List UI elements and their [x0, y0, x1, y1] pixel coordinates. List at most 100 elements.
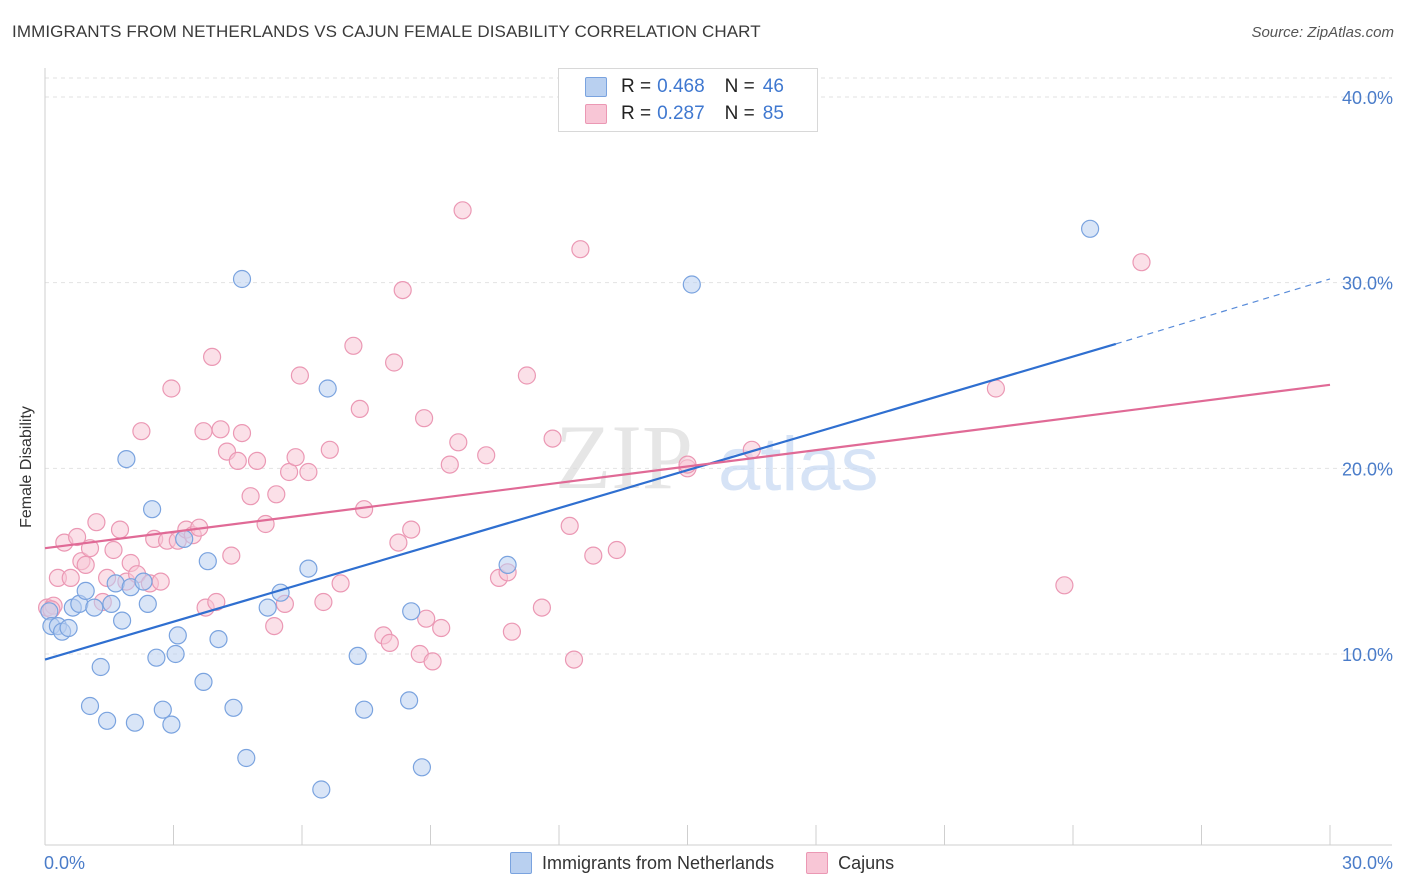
cajun-trend-line	[44, 383, 1331, 550]
netherlands-point	[224, 698, 243, 717]
netherlands-point	[198, 552, 217, 571]
cajun-point	[222, 546, 241, 565]
watermark: ZIP atlas	[555, 406, 879, 508]
legend-swatch-pink	[585, 104, 607, 124]
legend-r-label: R =	[621, 76, 652, 97]
cajun-point	[247, 451, 267, 470]
cajun-point	[267, 485, 286, 504]
series-legend-item-netherlands: Immigrants from Netherlands	[510, 852, 774, 874]
cajun-point	[449, 433, 468, 452]
cajun-point	[1132, 253, 1151, 272]
cajun-point	[232, 424, 252, 443]
cajun-point	[211, 420, 230, 439]
cajun-point	[290, 366, 309, 385]
y-tick-label: 30.0%	[1342, 274, 1393, 294]
axes	[44, 68, 1392, 846]
x-tick-label: 0.0%	[44, 853, 85, 873]
cajun-point	[502, 622, 521, 641]
legend-swatch-blue	[585, 77, 607, 97]
netherlands-point	[402, 602, 421, 621]
cajun-point	[584, 546, 603, 565]
correlation-legend: R = 0.468 N = 46 R = 0.287 N = 85	[558, 68, 818, 132]
cajun-point	[194, 422, 213, 441]
netherlands-point	[232, 269, 252, 289]
cajun-point	[380, 633, 399, 653]
cajun-point	[432, 618, 451, 638]
netherlands-point	[355, 700, 374, 719]
legend-n-value: 85	[762, 103, 784, 124]
series-legend-item-cajuns: Cajuns	[806, 852, 894, 874]
netherlands-point	[106, 574, 125, 593]
cajun-point	[320, 440, 339, 459]
netherlands-point	[194, 672, 213, 692]
cajun-point	[228, 451, 247, 470]
chart-title: IMMIGRANTS FROM NETHERLANDS VS CAJUN FEM…	[12, 22, 761, 41]
netherlands-point	[76, 581, 95, 601]
netherlands-point	[312, 780, 331, 799]
series-swatch-blue	[510, 852, 532, 874]
cajun-point	[331, 574, 350, 593]
legend-row-cajuns: R = 0.287 N = 85	[585, 102, 784, 126]
netherlands-point	[147, 648, 166, 667]
netherlands-point	[162, 715, 181, 734]
legend-r-value: 0.468	[657, 76, 705, 97]
netherlands-point	[80, 696, 100, 716]
series-legend-label: Cajuns	[838, 852, 895, 873]
cajun-point	[104, 540, 123, 560]
netherlands-point	[318, 379, 337, 398]
cajun-point	[151, 572, 170, 591]
cajun-point	[76, 555, 95, 575]
cajun-point	[241, 487, 260, 506]
cajun-point	[423, 652, 442, 671]
cajun-point	[61, 568, 80, 588]
cajun-point	[350, 399, 369, 418]
series-swatch-pink	[806, 852, 829, 874]
netherlands-point	[400, 691, 419, 710]
cajun-point	[986, 379, 1006, 398]
netherlands-point	[117, 450, 136, 469]
cajun-point	[607, 540, 626, 560]
series-legend: Immigrants from Netherlands Cajuns	[510, 852, 926, 874]
netherlands-point	[125, 713, 144, 732]
legend-n-label: N =	[724, 76, 755, 97]
x-tick-label: 30.0%	[1342, 853, 1393, 873]
netherlands-point	[412, 758, 431, 777]
legend-n-value: 46	[762, 76, 784, 97]
tick-labels: 10.0% 20.0% 30.0% 40.0% 0.0% 30.0%	[44, 88, 1393, 873]
netherlands-point	[209, 629, 228, 649]
legend-n-label: N =	[724, 103, 755, 124]
netherlands-point	[91, 657, 110, 677]
netherlands-point	[102, 594, 121, 614]
netherlands-point	[134, 572, 153, 591]
cajun-point	[286, 448, 305, 467]
cajun-point	[132, 422, 151, 441]
cajun-point	[543, 429, 562, 448]
source-label: Source: ZipAtlas.com	[1251, 24, 1394, 41]
y-tick-label: 10.0%	[1342, 645, 1393, 665]
cajun-point	[344, 336, 363, 355]
y-tick-label: 40.0%	[1342, 88, 1393, 108]
y-tick-label: 20.0%	[1342, 459, 1393, 479]
netherlands-point	[682, 275, 701, 294]
gridlines	[45, 77, 1392, 655]
cajun-point	[393, 281, 412, 300]
netherlands-point	[143, 500, 162, 519]
legend-r-label: R =	[621, 103, 652, 124]
trend-lines	[44, 278, 1331, 661]
netherlands-point	[348, 646, 367, 666]
netherlands-point	[1080, 219, 1100, 238]
netherlands-point	[299, 559, 318, 578]
cajun-point	[385, 353, 404, 372]
cajun-point	[571, 240, 590, 259]
netherlands-point	[166, 644, 185, 664]
cajun-point	[314, 592, 333, 612]
series-legend-label: Immigrants from Netherlands	[542, 852, 775, 873]
cajun-point	[417, 609, 436, 628]
cajun-point	[110, 520, 130, 539]
netherlands-point	[138, 594, 157, 614]
cajun-point	[1055, 576, 1074, 595]
netherlands-point	[97, 711, 117, 730]
legend-r-value: 0.287	[657, 103, 705, 124]
cajun-point	[207, 592, 226, 612]
